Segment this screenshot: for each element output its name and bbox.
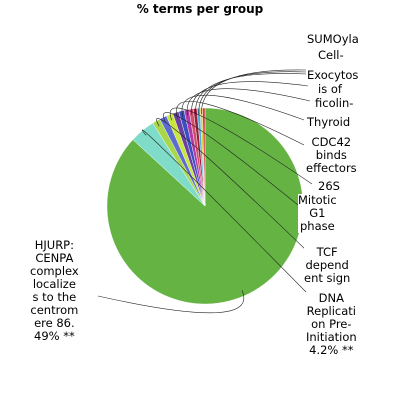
leader-line xyxy=(141,129,307,293)
slice-label: Thyroid xyxy=(307,115,351,129)
leader-line xyxy=(97,290,244,314)
slice-label: Cell- xyxy=(318,48,344,62)
slice-label: CDC42 binds effectors xyxy=(306,135,357,175)
leader-line xyxy=(195,73,307,115)
slice-label: HJURP: CENPA complex localize s to the c… xyxy=(30,238,79,343)
leader-line xyxy=(156,118,307,251)
leader-line xyxy=(201,69,307,115)
slice-label: ficolin- xyxy=(315,96,354,110)
leader-line xyxy=(176,101,305,146)
pie-slice xyxy=(106,107,304,305)
chart-title: % terms per group xyxy=(136,2,264,16)
slice-label: DNA Replicati on Pre- Initiation 4.2% ** xyxy=(306,291,357,357)
slice-label: Mitotic G1 phase xyxy=(298,193,337,233)
leader-line xyxy=(198,71,307,115)
slice-label: SUMOyla xyxy=(307,32,359,46)
slice-label: 26S xyxy=(318,179,340,193)
slice-label: TCF depend ent sign xyxy=(304,245,351,285)
leader-line xyxy=(181,94,305,121)
slice-label: is of xyxy=(318,82,342,96)
leader-line xyxy=(186,88,311,116)
leader-line xyxy=(191,81,309,115)
slice-label: Exocytos xyxy=(307,68,359,82)
leader-line xyxy=(170,107,313,185)
leader-line xyxy=(163,112,299,206)
